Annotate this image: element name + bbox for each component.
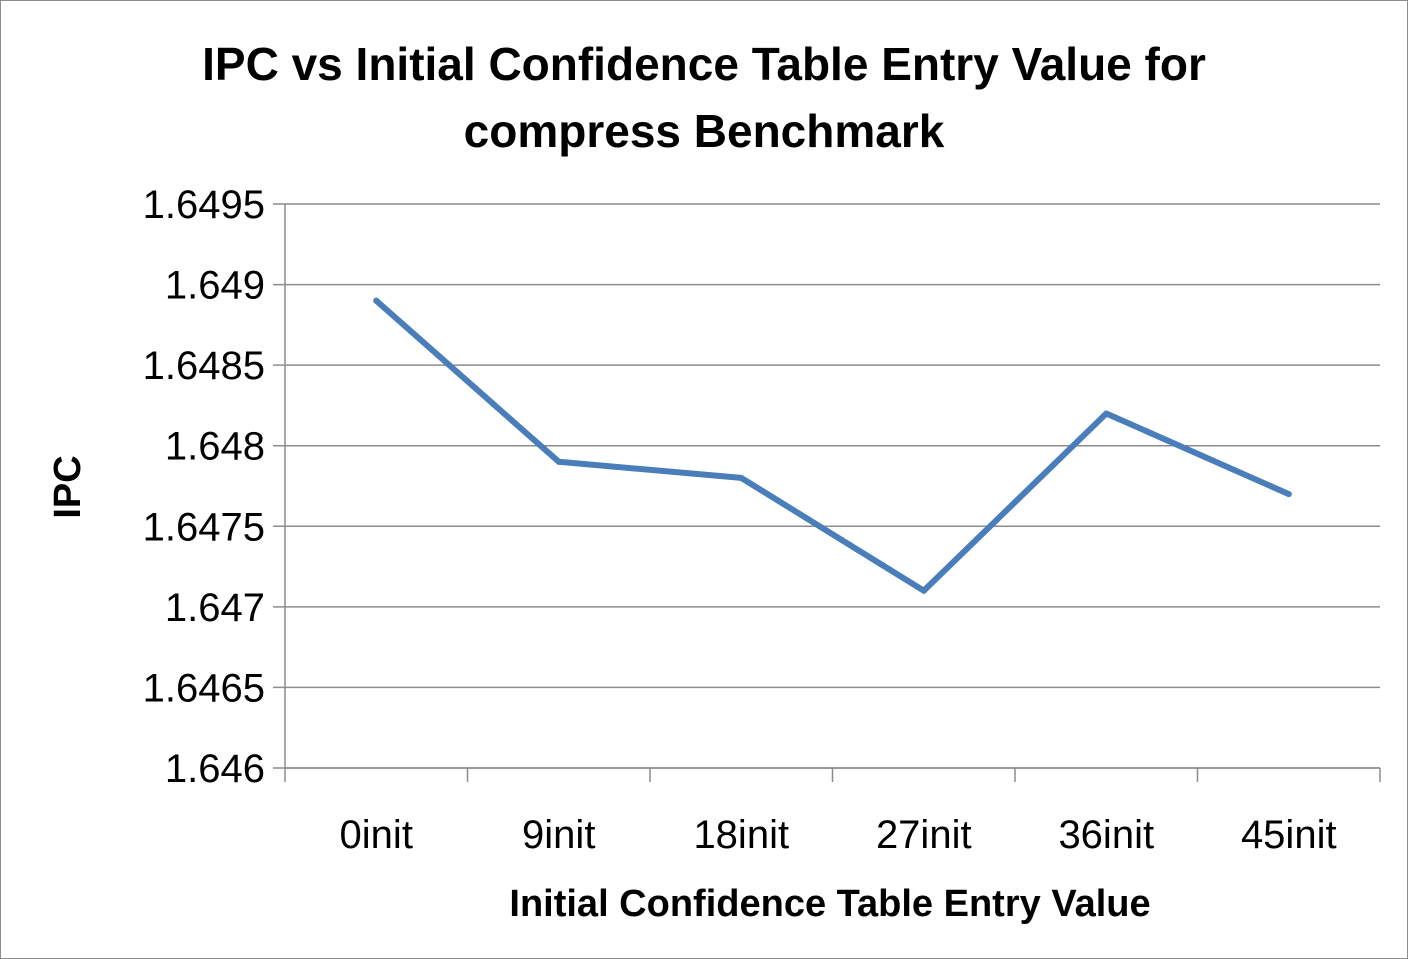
x-tick-label: 9init <box>522 813 595 857</box>
chart-title-line-1: IPC vs Initial Confidence Table Entry Va… <box>202 38 1206 90</box>
y-tick-labels: 1.646 1.6465 1.647 1.6475 1.648 1.6485 1.649 1.… <box>143 183 265 791</box>
y-tick-label: 1.6485 <box>143 344 265 388</box>
x-axis-title: Initial Confidence Table Entry Value <box>509 883 1150 925</box>
y-tick-label: 1.646 <box>165 747 265 791</box>
x-tick-label: 0init <box>340 813 413 857</box>
data-point <box>738 474 745 481</box>
x-tick-label: 18init <box>693 813 789 857</box>
data-point <box>1285 491 1292 498</box>
chart-title: IPC vs Initial Confidence Table Entry Va… <box>202 38 1206 157</box>
x-tick-labels: 0init 9init 18init 27init 36init 45init <box>340 813 1337 857</box>
axes <box>284 204 1381 782</box>
x-tick-label: 36init <box>1058 813 1154 857</box>
chart-title-line-2: compress Benchmark <box>464 105 945 157</box>
x-tick-label: 27init <box>876 813 972 857</box>
data-point <box>1103 410 1110 417</box>
y-tick-label: 1.647 <box>165 586 265 630</box>
x-tick-label: 45init <box>1241 813 1337 857</box>
y-tick-label: 1.6465 <box>143 666 265 710</box>
y-tick-label: 1.6475 <box>143 505 265 549</box>
series-line <box>373 297 1292 594</box>
y-tick-label: 1.648 <box>165 425 265 469</box>
y-tick-label: 1.649 <box>165 264 265 308</box>
data-point <box>373 297 380 304</box>
series <box>373 297 1292 594</box>
y-tick-label: 1.6495 <box>143 183 265 227</box>
data-point <box>555 458 562 465</box>
y-axis-title: IPC <box>47 455 89 518</box>
gridlines <box>273 203 1380 769</box>
data-point <box>920 587 927 594</box>
